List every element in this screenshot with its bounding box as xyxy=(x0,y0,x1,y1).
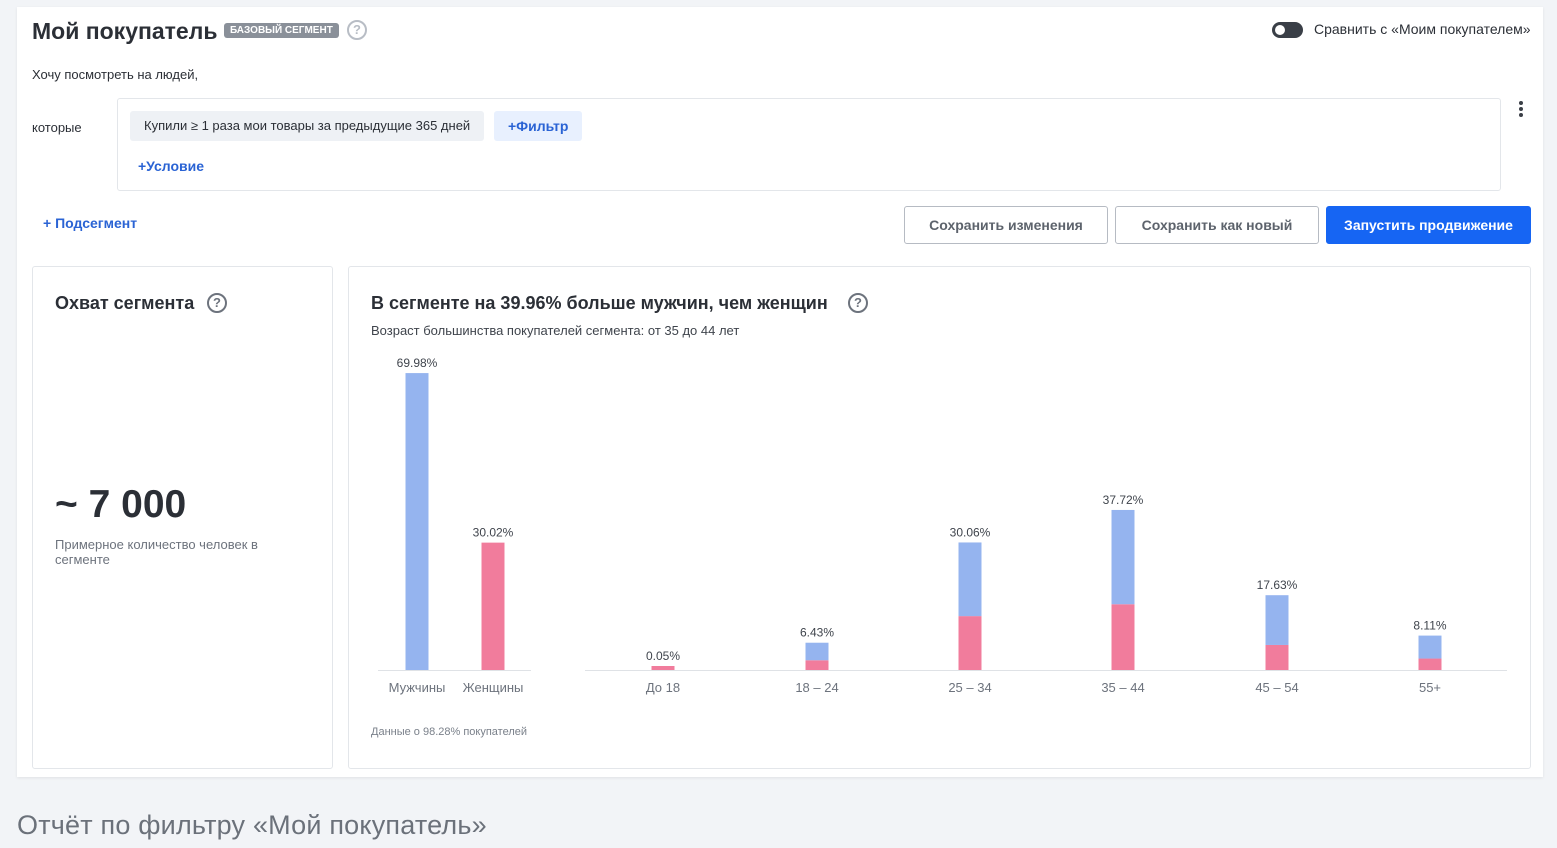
age-tick-label: 18 – 24 xyxy=(795,680,838,695)
chart-help-icon[interactable]: ? xyxy=(848,293,868,313)
save-changes-button[interactable]: Сохранить изменения xyxy=(904,206,1108,244)
reach-help-icon[interactable]: ? xyxy=(207,293,227,313)
segment-card: Мой покупатель БАЗОВЫЙ СЕГМЕНТ ? Сравнит… xyxy=(17,7,1543,777)
more-icon[interactable] xyxy=(1517,101,1525,119)
chart-subtitle: Возраст большинства покупателей сегмента… xyxy=(371,323,740,338)
reach-value: ~ 7 000 xyxy=(55,483,187,526)
age-bar-female xyxy=(1418,658,1442,670)
gender-value-label: 30.02% xyxy=(473,526,514,540)
gender-tick-label: Мужчины xyxy=(389,680,446,695)
help-icon[interactable]: ? xyxy=(347,20,367,40)
segment-badge: БАЗОВЫЙ СЕГМЕНТ xyxy=(224,23,339,38)
filter-intro: Хочу посмотреть на людей, xyxy=(32,67,199,82)
compare-label: Сравнить с «Моим покупателем» xyxy=(1314,21,1531,37)
page-title: Мой покупатель xyxy=(32,18,218,44)
age-value-label: 6.43% xyxy=(800,626,834,640)
age-value-label: 30.06% xyxy=(950,525,991,539)
age-bar-female xyxy=(805,660,829,670)
filter-chip[interactable]: Купили ≥ 1 раза мои товары за предыдущие… xyxy=(130,111,485,141)
gender-bar xyxy=(405,373,429,670)
gender-value-label: 69.98% xyxy=(397,356,438,370)
age-tick-label: До 18 xyxy=(646,680,680,695)
save-as-new-button[interactable]: Сохранить как новый xyxy=(1115,206,1319,244)
age-bar-female xyxy=(958,616,982,670)
age-value-label: 17.63% xyxy=(1257,578,1298,592)
age-tick-label: 55+ xyxy=(1419,680,1441,695)
chart-footnote: Данные о 98.28% покупателей xyxy=(371,726,528,738)
age-bar-male xyxy=(805,642,829,661)
filter-which-label: которые xyxy=(32,120,82,135)
age-bar-male xyxy=(1265,595,1289,645)
age-bar-male xyxy=(1418,635,1442,659)
age-bar-female xyxy=(651,666,675,670)
gender-tick-label: Женщины xyxy=(463,680,524,695)
reach-description: Примерное количество человек в сегменте xyxy=(55,537,258,567)
filter-box: Купили ≥ 1 раза мои товары за предыдущие… xyxy=(117,98,1501,191)
chart-title: В сегменте на 39.96% больше мужчин, чем … xyxy=(371,293,828,313)
age-value-label: 0.05% xyxy=(646,649,680,663)
demographics-chart: 69.98% Мужчины 30.02% Женщины 0.05% До 18 6.43… xyxy=(378,356,1507,695)
age-tick-label: 25 – 34 xyxy=(948,680,991,695)
age-value-label: 8.11% xyxy=(1413,619,1446,633)
age-bar-female xyxy=(1111,604,1135,670)
toggle-knob xyxy=(1275,25,1285,35)
add-condition-button[interactable]: +Условие xyxy=(138,158,205,174)
demographics-panel: В сегменте на 39.96% больше мужчин, чем … xyxy=(348,266,1531,769)
age-value-label: 37.72% xyxy=(1103,493,1144,507)
age-tick-label: 35 – 44 xyxy=(1101,680,1144,695)
age-tick-label: 45 – 54 xyxy=(1255,680,1298,695)
add-filter-button[interactable]: +Фильтр xyxy=(494,111,583,141)
compare-toggle[interactable] xyxy=(1272,22,1303,38)
age-bar-male xyxy=(958,542,982,617)
age-bar-female xyxy=(1265,644,1289,670)
screenshot-caption: Отчёт по фильтру «Мой покупатель» xyxy=(17,810,487,840)
add-subsegment-button[interactable]: + Подсегмент xyxy=(43,215,138,231)
reach-title: Охват сегмента xyxy=(55,293,195,313)
age-bar-male xyxy=(1111,509,1135,605)
reach-panel: Охват сегмента ? ~ 7 000 Примерное колич… xyxy=(32,266,333,769)
gender-bar xyxy=(481,542,505,670)
launch-promotion-button[interactable]: Запустить продвижение xyxy=(1326,206,1531,244)
